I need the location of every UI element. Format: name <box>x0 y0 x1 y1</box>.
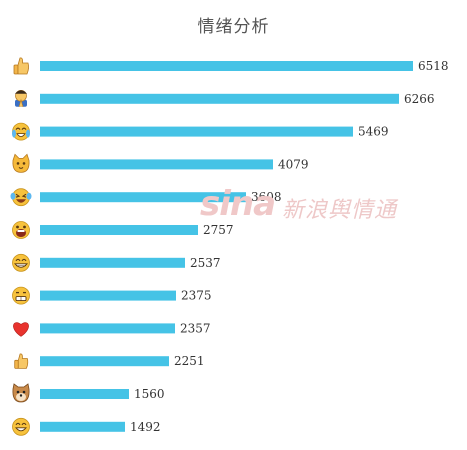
laugh-cry-icon <box>12 122 30 141</box>
doge-dog-icon <box>12 383 30 403</box>
bar-9 <box>40 323 175 334</box>
value-label-5: 3608 <box>251 190 282 204</box>
value-label-4: 4079 <box>278 157 309 171</box>
value-label-1: 6518 <box>418 59 449 73</box>
praying-icon <box>15 89 27 107</box>
value-label-2: 6266 <box>404 92 435 106</box>
bar-12 <box>40 421 125 432</box>
value-label-11: 1560 <box>134 387 165 401</box>
shocked-face-icon <box>12 221 30 239</box>
bar-11 <box>40 389 129 399</box>
tears-of-joy-icon <box>10 188 32 207</box>
value-label-9: 2357 <box>180 321 211 335</box>
thumbs-up-small-icon <box>14 353 29 369</box>
bar-1 <box>40 61 413 71</box>
doge-cat-icon <box>12 153 30 173</box>
bar-8 <box>40 290 176 301</box>
thumbs-up-icon <box>13 57 29 75</box>
value-label-10: 2251 <box>174 354 205 368</box>
bar-10 <box>40 356 169 367</box>
awkward-face-icon <box>12 286 30 305</box>
bar-4 <box>40 159 273 170</box>
bar-6 <box>40 225 198 235</box>
grin-face-icon <box>12 253 30 272</box>
bar-3 <box>40 126 353 137</box>
smile-face-icon <box>12 417 30 436</box>
value-label-3: 5469 <box>358 125 389 139</box>
value-label-6: 2757 <box>203 223 234 237</box>
value-label-12: 1492 <box>130 420 161 434</box>
bar-7 <box>40 257 185 268</box>
heart-icon <box>13 322 29 337</box>
bar-2 <box>40 93 399 104</box>
bar-5 <box>40 192 246 203</box>
chart-title: 情绪分析 <box>197 17 270 37</box>
value-label-8: 2375 <box>181 289 212 303</box>
value-label-7: 2537 <box>190 256 221 270</box>
